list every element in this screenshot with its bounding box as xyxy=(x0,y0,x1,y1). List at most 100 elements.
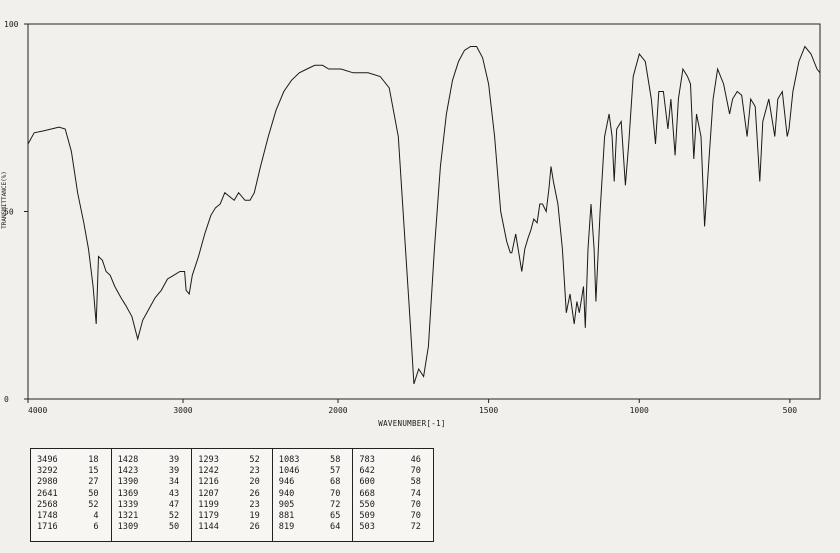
peak-transmittance: 39 xyxy=(168,466,180,477)
peak-transmittance: 18 xyxy=(88,455,99,465)
peak-transmittance: 65 xyxy=(330,511,341,522)
x-tick-label: 4000 xyxy=(28,406,47,415)
peak-wavenumber: 1321 xyxy=(117,511,139,522)
peak-row: 1144 26 xyxy=(198,522,268,533)
peak-wavenumber: 1083 xyxy=(278,455,300,465)
peak-row: 946 68 xyxy=(279,477,349,488)
peak-wavenumber: 1199 xyxy=(198,499,219,510)
plot-frame xyxy=(27,23,821,400)
peak-row: 2568 52 xyxy=(37,500,107,511)
peak-row: 819 64 xyxy=(279,522,349,533)
peak-transmittance: 15 xyxy=(88,466,99,477)
peak-wavenumber: 1144 xyxy=(198,522,219,533)
peak-wavenumber: 2641 xyxy=(37,488,58,499)
peak-wavenumber: 1390 xyxy=(117,477,139,488)
peak-wavenumber: 3496 xyxy=(37,455,58,465)
peak-table-column: 1428 39 1423 39 1390 34 1369 43 1339 47 1321 52 1309… xyxy=(112,449,193,541)
peak-transmittance: 43 xyxy=(168,488,180,499)
peak-wavenumber: 600 xyxy=(359,477,375,488)
x-tick-label: 500 xyxy=(783,406,798,415)
peak-row: 1293 52 xyxy=(198,455,268,466)
peak-transmittance: 20 xyxy=(249,477,260,488)
peak-row: 2980 27 xyxy=(37,477,107,488)
peak-row: 550 70 xyxy=(359,500,429,511)
peak-wavenumber: 1428 xyxy=(117,455,139,465)
peak-wavenumber: 1716 xyxy=(37,522,58,533)
peak-transmittance: 52 xyxy=(168,511,180,522)
y-axis-title: TRANSMITTANCE(%) xyxy=(1,171,8,229)
peak-row: 3292 15 xyxy=(37,466,107,477)
peak-transmittance: 72 xyxy=(330,499,341,510)
peak-transmittance: 39 xyxy=(168,455,180,465)
peak-transmittance: 74 xyxy=(410,488,421,499)
peak-wavenumber: 2980 xyxy=(37,477,58,488)
y-tick-label: 0 xyxy=(4,395,9,404)
peak-table-column: 1293 52 1242 23 1216 20 1207 26 1199 23 1179 19 1144… xyxy=(192,449,273,541)
peak-transmittance: 64 xyxy=(330,522,341,533)
peak-transmittance: 23 xyxy=(249,466,260,477)
y-tick-label: 100 xyxy=(4,20,19,29)
peak-transmittance: 47 xyxy=(168,499,180,510)
x-axis-title: WAVENUMBER[-1] xyxy=(378,419,445,428)
peak-row: 881 65 xyxy=(279,511,349,522)
peak-transmittance: 52 xyxy=(88,499,99,510)
peak-row: 1199 23 xyxy=(198,500,268,511)
peak-row: 1242 23 xyxy=(198,466,268,477)
peak-row: 1083 58 xyxy=(279,455,349,466)
peak-transmittance: 52 xyxy=(249,455,260,465)
peak-wavenumber: 946 xyxy=(278,477,295,488)
peak-wavenumber: 1309 xyxy=(117,522,139,533)
peak-wavenumber: 1207 xyxy=(198,488,219,499)
peak-row: 1216 20 xyxy=(198,477,268,488)
peak-row: 668 74 xyxy=(359,489,429,500)
peak-table: 3496 18 3292 15 2980 27 2641 50 2568 52 1748 4 1716 6… xyxy=(30,448,434,542)
peak-wavenumber: 819 xyxy=(278,522,295,533)
peak-row: 3496 18 xyxy=(37,455,107,466)
peak-transmittance: 70 xyxy=(410,499,421,510)
peak-transmittance: 26 xyxy=(249,522,260,533)
y-axis-ticks: 0 50 100 xyxy=(4,20,28,404)
peak-wavenumber: 550 xyxy=(359,499,375,510)
peak-wavenumber: 1369 xyxy=(117,488,139,499)
peak-row: 1179 19 xyxy=(198,511,268,522)
peak-transmittance: 58 xyxy=(410,477,421,488)
peak-wavenumber: 1179 xyxy=(198,511,219,522)
peak-wavenumber: 642 xyxy=(359,466,375,477)
x-tick-label: 3000 xyxy=(173,406,192,415)
peak-wavenumber: 1293 xyxy=(198,455,219,465)
ir-spectrum-chart: 4000 3000 2000 1500 1000 500 0 50 100 WAVENUMBE… xyxy=(1,20,821,428)
peak-wavenumber: 783 xyxy=(359,455,375,465)
x-axis-ticks: 4000 3000 2000 1500 1000 500 xyxy=(27,399,798,415)
peak-row: 2641 50 xyxy=(37,489,107,500)
peak-row: 1369 43 xyxy=(118,489,188,500)
peak-transmittance: 70 xyxy=(330,488,341,499)
peak-wavenumber: 1242 xyxy=(198,466,219,477)
x-tick-label: 2000 xyxy=(328,406,347,415)
x-tick-label: 1500 xyxy=(479,406,498,415)
peak-wavenumber: 3292 xyxy=(37,466,58,477)
peak-transmittance: 58 xyxy=(330,455,341,465)
peak-row: 1207 26 xyxy=(198,489,268,500)
peak-transmittance: 26 xyxy=(249,488,260,499)
peak-row: 1428 39 xyxy=(118,455,188,466)
peak-wavenumber: 881 xyxy=(278,511,295,522)
peak-transmittance: 70 xyxy=(410,511,421,522)
peak-wavenumber: 668 xyxy=(359,488,375,499)
peak-wavenumber: 1216 xyxy=(198,477,219,488)
peak-row: 1716 6 xyxy=(37,522,107,533)
peak-wavenumber: 1748 xyxy=(37,511,58,522)
peak-row: 1339 47 xyxy=(118,500,188,511)
peak-wavenumber: 509 xyxy=(359,511,375,522)
peak-table-column: 1083 58 1046 57 946 68 940 70 905 72 881 65 819 64 xyxy=(273,449,354,541)
peak-transmittance: 27 xyxy=(88,477,99,488)
peak-row: 905 72 xyxy=(279,500,349,511)
peak-transmittance: 72 xyxy=(410,522,421,533)
peak-transmittance: 19 xyxy=(249,511,260,522)
peak-row: 940 70 xyxy=(279,489,349,500)
peak-row: 503 72 xyxy=(359,522,429,533)
peak-row: 600 58 xyxy=(359,477,429,488)
peak-row: 1423 39 xyxy=(118,466,188,477)
peak-table-column: 3496 18 3292 15 2980 27 2641 50 2568 52 1748 4 1716 6 xyxy=(31,449,112,541)
peak-row: 1046 57 xyxy=(279,466,349,477)
peak-transmittance: 23 xyxy=(249,499,260,510)
